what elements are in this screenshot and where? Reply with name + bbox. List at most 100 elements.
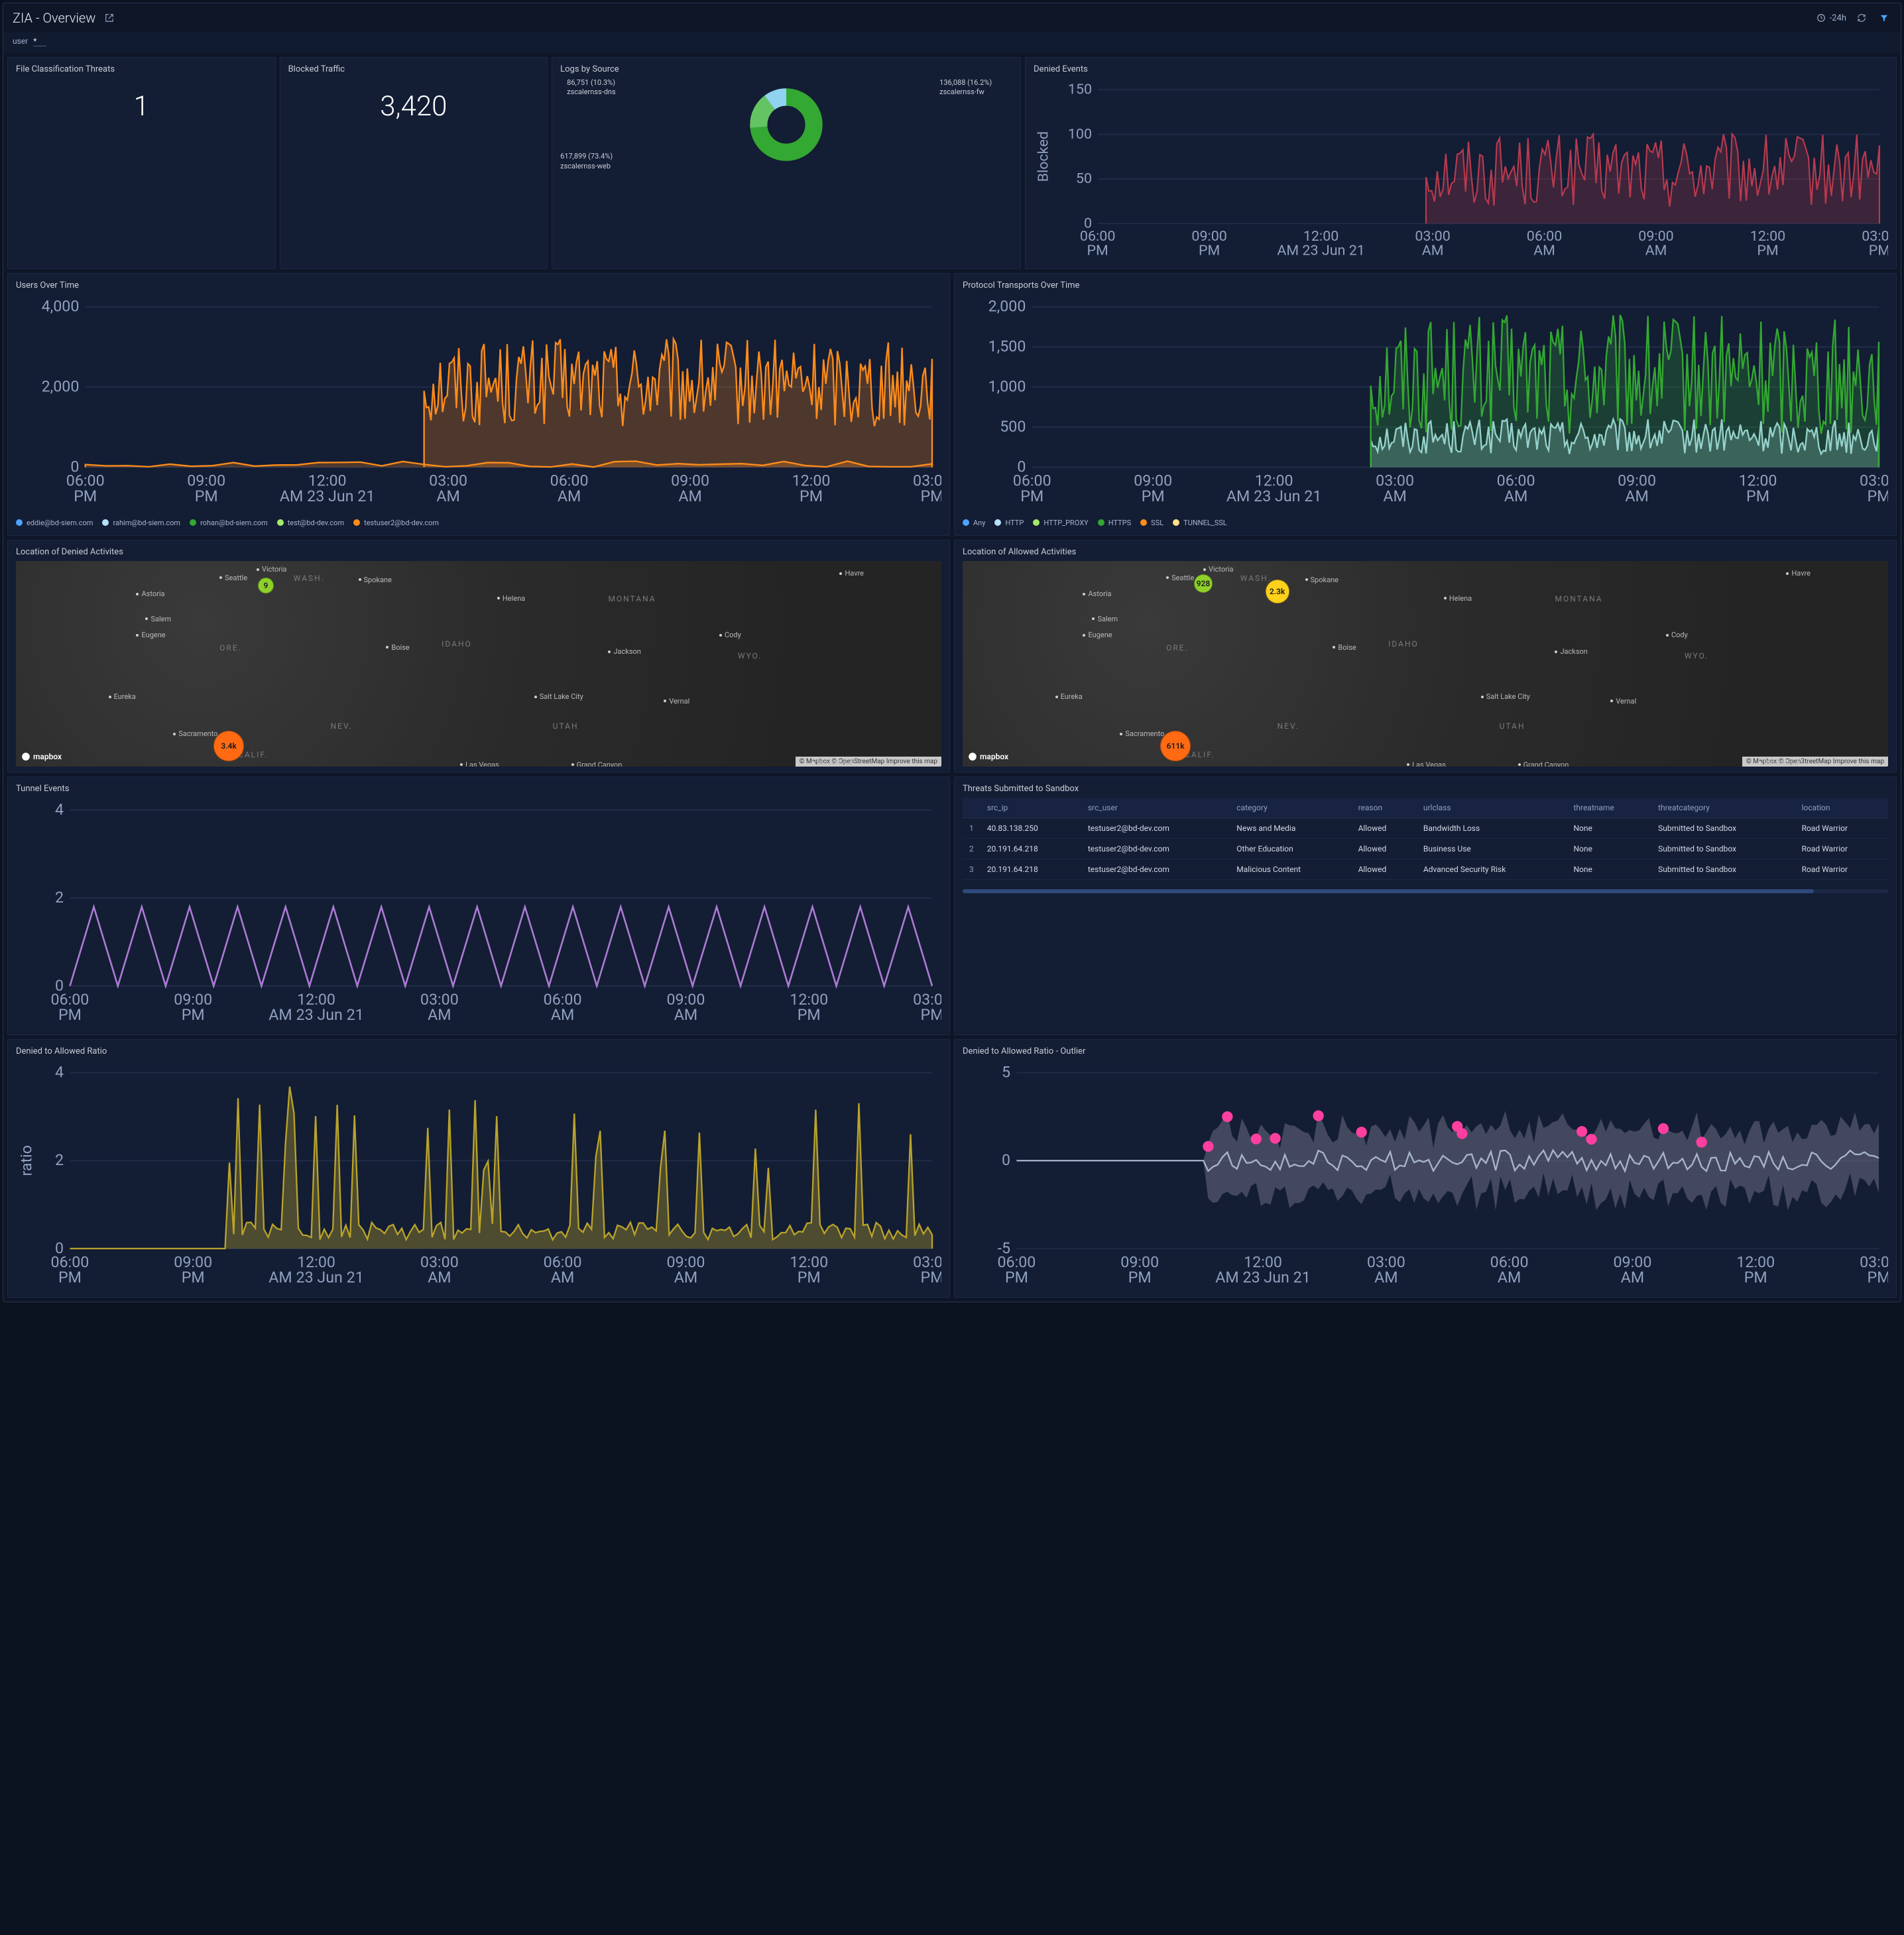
map-city-label: Salem xyxy=(1092,615,1118,623)
time-range-picker[interactable]: -24h xyxy=(1816,13,1846,23)
map-city-label: Sacramento xyxy=(1120,729,1164,738)
map-city-label: Victoria xyxy=(257,565,287,574)
legend-item[interactable]: testuser2@bd-dev.com xyxy=(353,519,439,527)
svg-text:ratio: ratio xyxy=(17,1145,35,1176)
open-external-icon[interactable] xyxy=(102,11,117,25)
svg-text:PM: PM xyxy=(1142,487,1165,505)
map-cluster[interactable]: 9 xyxy=(258,578,274,593)
svg-text:AM: AM xyxy=(1625,487,1648,505)
svg-text:AM: AM xyxy=(1383,487,1406,505)
col-reason[interactable]: reason xyxy=(1352,798,1417,818)
svg-text:AM: AM xyxy=(551,1005,574,1024)
map-city-label: Salt Lake City xyxy=(1481,692,1530,701)
panel-title: Location of Denied Activites xyxy=(16,547,941,557)
donut-label: 136,088 (16.2%)zscalernss-fw xyxy=(939,78,1012,97)
panel-title: Tunnel Events xyxy=(16,784,941,794)
donut-chart: 617,899 (73.4%)zscalernss-web 136,088 (1… xyxy=(560,78,1012,171)
panel-logs-by-source: Logs by Source 617,899 (73.4%)zscalernss… xyxy=(552,57,1021,269)
svg-text:AM: AM xyxy=(428,1005,451,1024)
svg-text:Blocked: Blocked xyxy=(1036,131,1052,182)
map-city-label: Las Vegas xyxy=(1407,761,1446,767)
map[interactable]: mapbox © Mapbox © Open3treetMap Improve … xyxy=(963,561,1888,767)
map-city-label: Salem xyxy=(145,615,171,623)
svg-text:AM: AM xyxy=(1504,487,1527,505)
legend-item[interactable]: eddie@bd-siem.com xyxy=(16,519,93,527)
svg-text:AM: AM xyxy=(674,1268,697,1286)
dashboard: ZIA - Overview -24h user * xyxy=(3,3,1901,1302)
svg-text:PM: PM xyxy=(195,487,218,505)
header: ZIA - Overview -24h xyxy=(3,3,1901,32)
map[interactable]: mapbox © Mapbox © OpenStreetMap Improve … xyxy=(16,561,941,767)
map-cluster[interactable]: 928 xyxy=(1194,574,1213,593)
map-cluster[interactable]: 611k xyxy=(1160,731,1191,761)
filter-icon[interactable] xyxy=(1877,11,1891,25)
svg-text:100: 100 xyxy=(1068,126,1092,143)
mapbox-logo: mapbox xyxy=(968,752,1008,761)
refresh-icon[interactable] xyxy=(1854,11,1869,25)
map-state-label: IDAHO xyxy=(1388,639,1419,649)
col-threatcategory[interactable]: threatcategory xyxy=(1651,798,1795,818)
svg-text:PM: PM xyxy=(1868,487,1888,505)
svg-text:AM 23 Jun 21: AM 23 Jun 21 xyxy=(1215,1268,1311,1286)
col-category[interactable]: category xyxy=(1230,798,1351,818)
svg-text:4: 4 xyxy=(55,800,64,819)
map-state-label: WYO. xyxy=(1685,651,1709,660)
map-city-label: Vernal xyxy=(1610,697,1636,706)
svg-text:1,000: 1,000 xyxy=(988,377,1026,396)
map-state-label: ORE. xyxy=(1166,643,1189,653)
table-row[interactable]: 220.191.64.218testuser2@bd-dev.comOther … xyxy=(963,838,1888,859)
map-city-label: Spokane xyxy=(359,576,392,584)
legend-item[interactable]: HTTPS xyxy=(1098,519,1131,527)
legend-item[interactable]: TUNNEL_SSL xyxy=(1173,519,1227,527)
table-row[interactable]: 320.191.64.218testuser2@bd-dev.comMalici… xyxy=(963,859,1888,879)
metric-value: 3,420 xyxy=(288,78,540,129)
panel-ratio: Denied to Allowed Ratio 02406:00PM09:00P… xyxy=(7,1039,950,1298)
svg-text:PM: PM xyxy=(921,487,941,505)
svg-text:1,500: 1,500 xyxy=(988,337,1026,355)
svg-text:AM: AM xyxy=(428,1268,451,1286)
col-location[interactable]: location xyxy=(1795,798,1888,818)
legend-item[interactable]: HTTP_PROXY xyxy=(1033,519,1088,527)
panel-protocol-transports: Protocol Transports Over Time 05001,0001… xyxy=(954,273,1897,536)
map-city-label: Salt Lake City xyxy=(534,692,583,701)
map-city-label: Astoria xyxy=(1083,590,1111,598)
map-city-label: Havre xyxy=(839,569,864,578)
svg-text:PM: PM xyxy=(58,1268,82,1286)
map-city-label: Seattle xyxy=(219,574,247,582)
map-city-label: Eureka xyxy=(109,692,136,701)
svg-text:0: 0 xyxy=(1002,1151,1010,1169)
col-src_ip[interactable]: src_ip xyxy=(981,798,1081,818)
legend-item[interactable]: HTTP xyxy=(994,519,1024,527)
map-cluster[interactable]: 3.4k xyxy=(213,731,244,761)
panel-title: Location of Allowed Activities xyxy=(963,547,1888,557)
map-city-label: Helena xyxy=(497,594,525,603)
panel-title: Protocol Transports Over Time xyxy=(963,281,1888,290)
svg-text:2,000: 2,000 xyxy=(42,377,80,396)
svg-text:PM: PM xyxy=(921,1005,941,1024)
panel-threats-table: Threats Submitted to Sandbox src_ipsrc_u… xyxy=(954,777,1897,1035)
svg-text:PM: PM xyxy=(1128,1268,1152,1286)
donut-label: 86,751 (10.3%)zscalernss-dns xyxy=(567,78,640,97)
col-urlclass[interactable]: urlclass xyxy=(1417,798,1567,818)
threats-table: src_ipsrc_usercategoryreasonurlclassthre… xyxy=(963,798,1888,880)
col-threatname[interactable]: threatname xyxy=(1567,798,1651,818)
filter-field-user[interactable]: user * xyxy=(13,36,46,46)
legend-item[interactable]: SSL xyxy=(1140,519,1163,527)
map-state-label: UTAH xyxy=(1500,721,1525,731)
line-chart: -50506:00PM09:00PM12:00AM 23 Jun 2103:00… xyxy=(963,1060,1888,1292)
map-city-label: Jackson xyxy=(608,647,640,656)
table-row[interactable]: 140.83.138.250testuser2@bd-dev.comNews a… xyxy=(963,818,1888,838)
legend-item[interactable]: test@bd-dev.com xyxy=(277,519,344,527)
legend-item[interactable]: rahim@bd-siem.com xyxy=(102,519,180,527)
mapbox-logo: mapbox xyxy=(21,752,62,761)
legend-item[interactable]: Any xyxy=(963,519,985,527)
map-city-label: Seattle xyxy=(1166,574,1194,582)
horizontal-scrollbar[interactable] xyxy=(963,889,1888,893)
legend-item[interactable]: rohan@bd-siem.com xyxy=(190,519,268,527)
svg-text:PM: PM xyxy=(798,1005,821,1024)
map-cluster[interactable]: 2.3k xyxy=(1266,580,1289,603)
svg-text:AM: AM xyxy=(1374,1268,1398,1286)
panel-title: Denied to Allowed Ratio xyxy=(16,1046,941,1056)
metric-value: 1 xyxy=(16,78,267,129)
col-src_user[interactable]: src_user xyxy=(1081,798,1230,818)
